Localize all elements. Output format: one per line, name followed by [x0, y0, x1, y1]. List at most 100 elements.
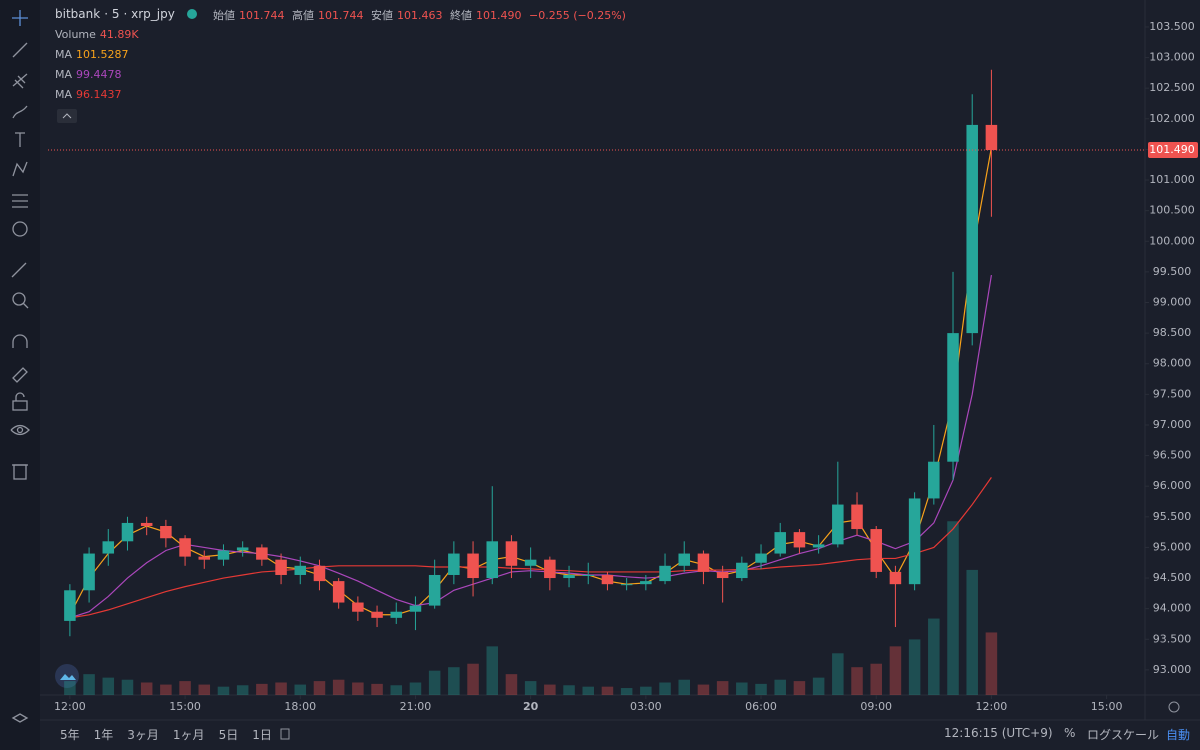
volume-bar: [198, 684, 211, 695]
interval: 5: [111, 7, 120, 21]
log-scale[interactable]: ログスケール: [1087, 728, 1160, 742]
candle-body: [870, 529, 882, 572]
range-button[interactable]: 1年: [93, 728, 114, 742]
range-button[interactable]: 1日: [252, 728, 272, 742]
candle-body: [640, 581, 652, 585]
symbol: bitbank · 5 · xrp_jpy: [55, 7, 175, 21]
volume-bar: [121, 679, 134, 695]
y-tick-label: 93.000: [1153, 663, 1192, 676]
ohlc-label: 始値: [213, 9, 235, 22]
volume-bar: [544, 684, 556, 695]
volume-bar: [217, 686, 230, 695]
volume-bar: [947, 521, 959, 695]
volume-bar: [755, 683, 767, 695]
change: −0.255 (−0.25%): [529, 9, 626, 22]
range-button[interactable]: 1ヶ月: [172, 728, 205, 742]
ohlc-value: 101.490: [476, 9, 522, 22]
exchange: bitbank: [55, 7, 101, 21]
volume-bar: [966, 569, 978, 695]
volume-bar: [140, 682, 153, 695]
volume-bar: [601, 686, 614, 695]
x-tick-label: 12:00: [976, 700, 1008, 713]
volume-bar: [928, 618, 940, 695]
volume-bar: [870, 663, 882, 695]
volume-bar: [678, 679, 690, 695]
volume-bar: [640, 686, 652, 695]
candle-body: [83, 553, 95, 591]
candle-body: [985, 124, 998, 151]
collapse-icon: [62, 113, 72, 119]
candle-body: [966, 124, 978, 334]
left-toolbar: [0, 0, 40, 750]
legend-value: 41.89K: [99, 28, 139, 41]
volume-bar: [160, 684, 172, 695]
y-tick-label: 94.000: [1153, 602, 1192, 615]
volume-bar: [64, 681, 76, 695]
ohlc-label: 終値: [450, 9, 472, 22]
legend-value: 96.1437: [76, 88, 122, 101]
y-tick-label: 96.500: [1153, 449, 1192, 462]
candle-body: [390, 611, 403, 618]
legend-label: MA: [55, 88, 73, 101]
collapse-button[interactable]: [57, 109, 77, 123]
ohlc-value: 101.744: [239, 9, 285, 22]
y-tick-label: 101.000: [1149, 173, 1195, 186]
x-tick-label: 09:00: [860, 700, 892, 713]
volume-bar: [908, 639, 921, 695]
y-tick-label: 99.500: [1153, 265, 1192, 278]
volume-bar: [793, 681, 806, 695]
volume-bar: [428, 670, 441, 695]
legend-row: MA 96.1437: [55, 88, 126, 101]
candle-body: [179, 538, 191, 557]
range-button[interactable]: 5日: [218, 728, 239, 742]
volume-bar: [275, 682, 287, 695]
volume-bar: [620, 688, 633, 695]
volume-bar: [352, 682, 364, 695]
volume-bar: [448, 667, 460, 695]
x-tick-label: 18:00: [284, 700, 316, 713]
range-button[interactable]: 3ヶ月: [127, 728, 159, 742]
legend-label: Volume: [55, 28, 96, 41]
y-tick-label: 97.000: [1153, 418, 1192, 431]
candle-body: [601, 574, 614, 585]
candle-body: [697, 553, 710, 572]
last-price-label: 101.490: [1149, 143, 1195, 156]
volume-bar: [102, 677, 115, 695]
range-bar: 5年 1年 3ヶ月 1ヶ月 5日 1日: [60, 726, 286, 743]
volume-bar: [582, 686, 595, 695]
volume-bar: [83, 674, 95, 695]
clock: 12:16:15 (UTC+9): [944, 726, 1053, 740]
candle-body: [563, 574, 575, 579]
range-button[interactable]: 5年: [60, 728, 80, 742]
volume-bar: [179, 681, 191, 695]
candle-body: [371, 611, 383, 618]
x-tick-label: 12:00: [54, 700, 86, 713]
candle-body: [409, 605, 422, 612]
candle-body: [294, 565, 307, 575]
candle-body: [198, 556, 211, 560]
volume-bar: [716, 681, 729, 695]
volume-bar: [697, 684, 710, 695]
x-tick-label: 15:00: [169, 700, 201, 713]
settings-icon[interactable]: [1168, 701, 1180, 713]
symbol-name: xrp_jpy: [131, 7, 175, 21]
candle-body: [736, 562, 748, 579]
candle-body: [908, 498, 921, 585]
volume-bar: [659, 682, 671, 695]
candle-body: [716, 571, 729, 579]
y-tick-label: 95.000: [1153, 540, 1192, 553]
candle-body: [832, 504, 844, 545]
candle-body: [851, 504, 863, 530]
ohlc-label: 安値: [371, 9, 393, 22]
volume-bar: [390, 685, 403, 695]
volume-bar: [467, 663, 479, 695]
percent[interactable]: %: [1064, 726, 1076, 740]
legend-label: MA: [55, 48, 73, 61]
auto-scale[interactable]: 自動: [1166, 728, 1191, 742]
y-tick-label: 98.500: [1153, 326, 1192, 339]
ohlc-value: 101.463: [397, 9, 443, 22]
calendar-icon[interactable]: [280, 728, 290, 740]
candle-body: [467, 553, 479, 579]
candle-body: [140, 522, 153, 526]
